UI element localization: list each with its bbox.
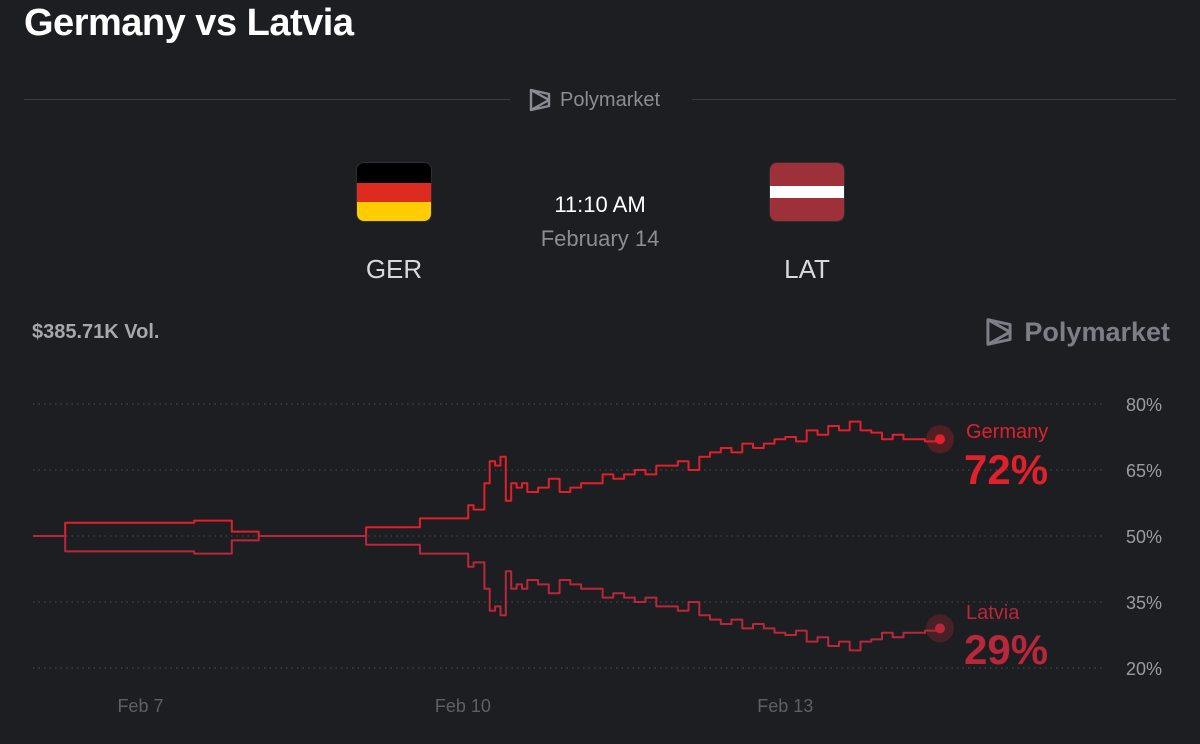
end-marker-germany <box>935 434 945 445</box>
brand-name: Polymarket <box>560 88 661 111</box>
end-marker-latvia <box>935 623 945 634</box>
y-tick-label: 35% <box>1126 593 1162 613</box>
brand-watermark-name: Polymarket <box>1024 316 1170 347</box>
away-team-code: LAT <box>784 254 830 284</box>
y-tick-label: 50% <box>1126 527 1162 547</box>
brand-watermark: Polymarket <box>984 316 1170 348</box>
brand-header: Polymarket <box>528 87 660 113</box>
x-tick-label: Feb 7 <box>117 696 163 716</box>
y-tick-label: 65% <box>1126 461 1162 481</box>
series-value-label: 72% <box>964 446 1048 493</box>
series-line-germany <box>33 420 941 537</box>
match-date: February 14 <box>540 226 660 251</box>
polymarket-logo-icon <box>986 318 1012 346</box>
page-title: Germany vs Latvia <box>24 2 354 44</box>
x-tick-label: Feb 10 <box>435 696 491 716</box>
germany-flag <box>357 163 431 221</box>
series-line-latvia <box>33 535 941 652</box>
x-tick-label: Feb 13 <box>757 696 813 716</box>
divider-left <box>24 99 510 100</box>
y-tick-label: 20% <box>1126 659 1162 679</box>
series-value-label: 29% <box>964 626 1048 673</box>
series-name-label: Germany <box>966 421 1048 443</box>
volume-label: $385.71K Vol. <box>32 321 160 343</box>
series-name-label: Latvia <box>966 602 1020 624</box>
home-team-code: GER <box>365 254 423 284</box>
latvia-flag <box>770 163 844 221</box>
polymarket-logo-icon <box>529 88 551 112</box>
y-tick-label: 80% <box>1126 395 1162 415</box>
match-time: 11:10 AM <box>554 192 646 217</box>
divider-right <box>692 99 1176 100</box>
